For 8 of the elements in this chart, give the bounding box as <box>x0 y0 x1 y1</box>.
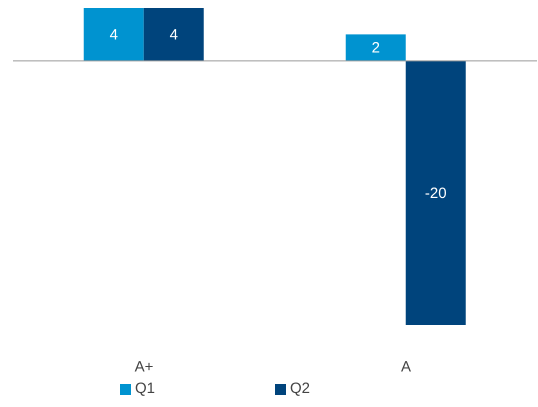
x-tick-label: A+ <box>134 358 154 376</box>
legend-label: Q1 <box>134 380 155 397</box>
legend-label: Q2 <box>290 380 310 397</box>
x-tick-label: A <box>400 358 412 376</box>
data-label: -20 <box>424 184 447 202</box>
data-label: 4 <box>170 26 178 44</box>
data-label: 2 <box>372 40 380 57</box>
data-label: 4 <box>110 26 118 44</box>
